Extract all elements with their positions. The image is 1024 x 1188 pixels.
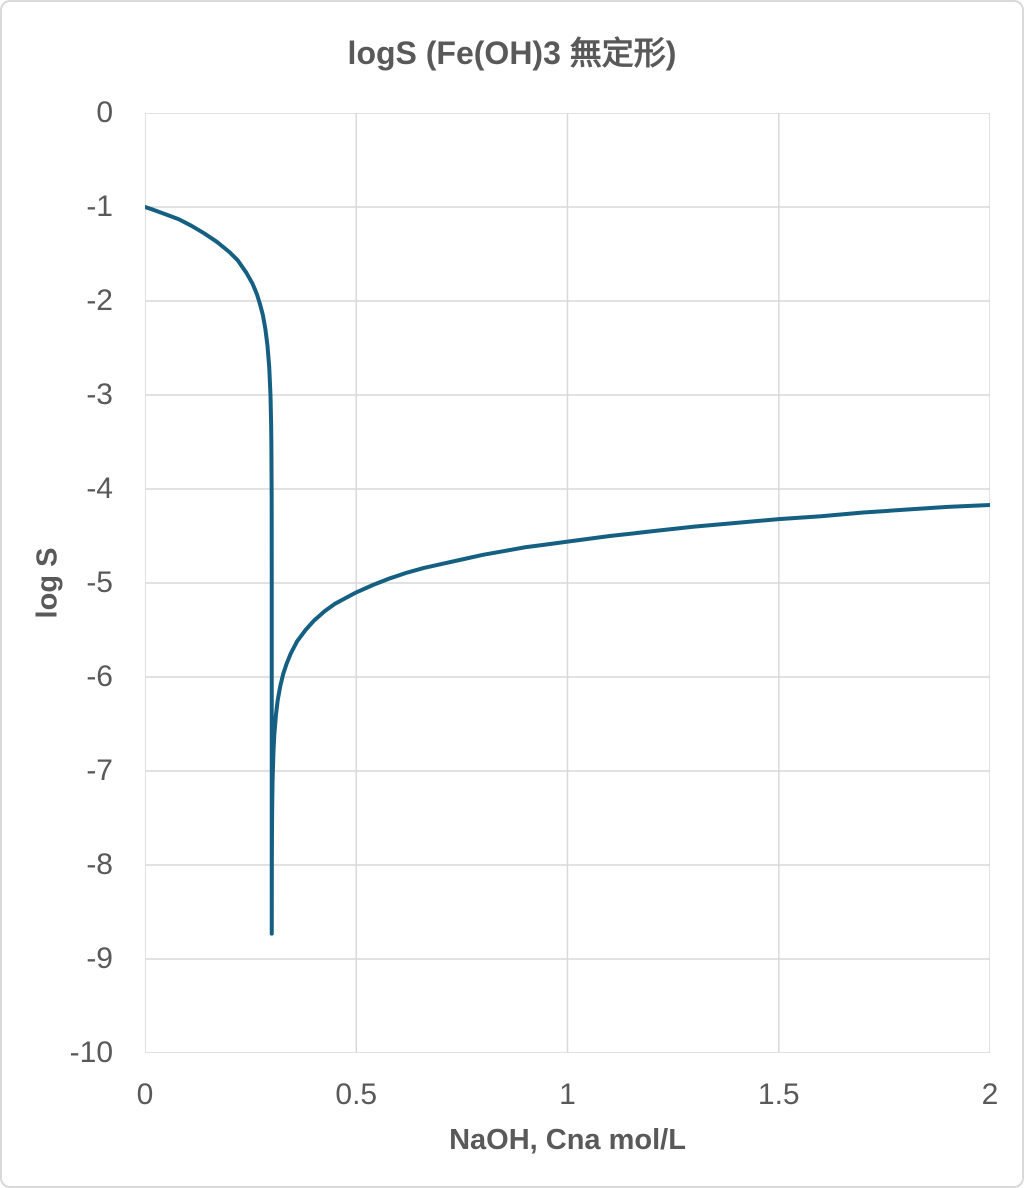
y-tick-label: -8 <box>86 848 113 881</box>
x-tick-label: 2 <box>981 1078 999 1111</box>
x-tick-label: 1 <box>559 1078 576 1111</box>
y-tick-label: -9 <box>86 942 113 975</box>
chart-title: logS (Fe(OH)3 無定形) <box>347 35 677 71</box>
y-tick-label: -1 <box>86 190 113 223</box>
x-tick-label: 1.5 <box>757 1078 800 1111</box>
plot-area <box>145 113 990 1053</box>
series-line <box>145 205 990 936</box>
x-tick-label: 0.5 <box>335 1078 378 1111</box>
y-tick-label: -2 <box>86 284 113 317</box>
x-tick-label: 0 <box>136 1078 154 1111</box>
y-tick-label: -7 <box>86 754 113 787</box>
y-tick-label: -10 <box>69 1036 113 1069</box>
y-tick-label: -4 <box>86 472 113 505</box>
y-tick-label: -3 <box>86 378 113 411</box>
y-tick-label: 0 <box>96 96 113 129</box>
y-tick-label: -6 <box>86 660 113 693</box>
y-tick-label: -5 <box>86 566 113 599</box>
gridlines <box>145 113 990 1053</box>
x-axis-title: NaOH, Cna mol/L <box>449 1124 686 1156</box>
